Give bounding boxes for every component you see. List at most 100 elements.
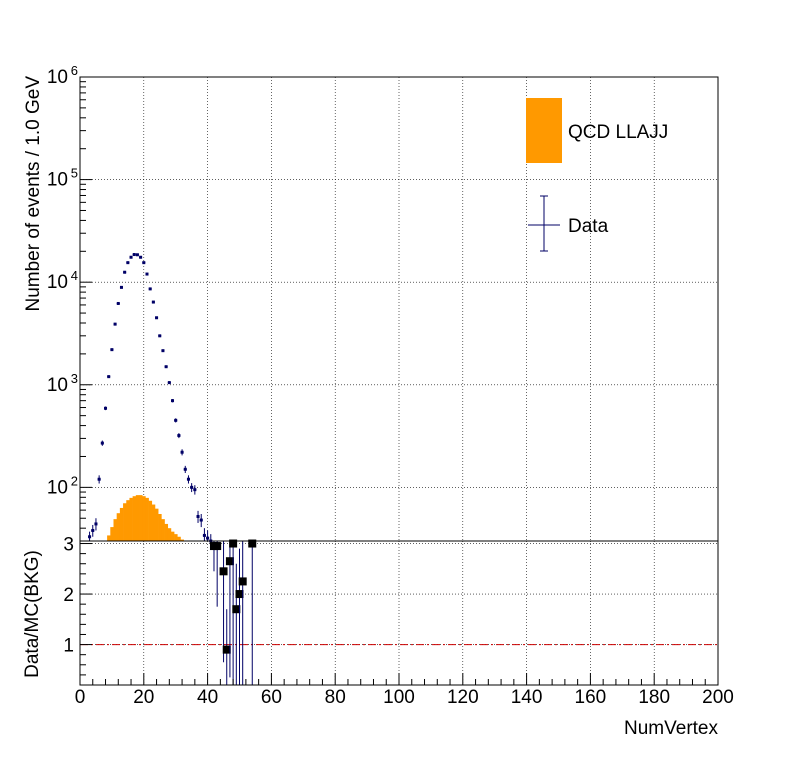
data-point [206,536,210,540]
ratio-data-points [209,539,257,685]
data-point [100,441,104,445]
ratio-point [235,590,244,599]
data-point [91,528,95,532]
histogram-bar [170,531,175,541]
data-point [110,348,114,352]
main-y-tick-exponent: 4 [71,268,78,283]
data-point [199,518,203,522]
histogram-bar [164,523,169,541]
ratio-x-tick-label: 80 [325,687,346,708]
data-point [126,261,130,265]
main-grid [80,77,718,541]
histogram-bar [167,528,172,541]
histogram-bar [139,495,143,541]
histogram-bar [161,519,165,541]
data-point [177,434,181,438]
data-point [139,255,143,259]
data-point [180,450,184,454]
ratio-y-tick-label: 2 [63,585,74,606]
ratio-point [238,577,247,586]
data-point [174,418,178,422]
ratio-point [225,557,234,566]
data-point [104,406,108,410]
data-point [116,301,120,305]
main-y-tick-exponent: 5 [71,166,78,181]
histogram-bar [158,513,162,541]
x-axis-label: NumVertex [624,718,718,739]
ratio-point [219,567,228,576]
histogram-bar [123,503,127,541]
data-point [202,533,206,537]
data-point [148,287,152,291]
histogram-bar [129,497,133,541]
data-point [129,255,133,259]
histogram-bar [154,508,159,541]
histogram-bar [177,536,181,541]
data-point [164,365,168,369]
ratio-x-tick-label: 60 [261,687,282,708]
main-y-tick-exponent: 6 [71,63,78,78]
histogram-bar [113,519,117,541]
data-point [113,322,117,326]
main-y-tick-label: 10 [47,170,68,191]
data-point [196,514,200,518]
histogram-bar [174,534,178,541]
legend-label-data: Data [568,216,609,237]
data-point [97,477,101,481]
histogram-bar [151,504,156,541]
main-y-axis-label: Number of events / 1.0 GeV [23,76,44,312]
data-point [151,300,155,304]
ratio-point [213,542,222,551]
data-point [167,381,171,385]
ratio-panel: 1 2 3 0 20 40 60 80 100 120 140 160 180 200 Data/MC(… [22,535,734,739]
data-point [183,467,187,471]
data-point [193,488,197,492]
ratio-y-tick-label: 1 [63,636,74,657]
histogram-bar [110,527,114,541]
data-point [158,334,162,338]
data-point [171,399,175,403]
histogram-bar [132,496,137,541]
legend: QCD LLAJJ Data [526,98,668,252]
ratio-x-tick-label: 0 [75,687,86,708]
ratio-point [232,605,241,614]
ratio-x-ticks: 0 20 40 60 80 100 120 140 160 180 200 [75,673,734,708]
ratio-x-tick-label: 40 [197,687,218,708]
histogram-bar [145,497,149,541]
main-y-tick-label: 10 [47,477,68,498]
data-point [88,535,92,539]
main-y-tick-label: 10 [47,272,68,293]
histogram-bar [180,539,184,541]
histogram-bar [126,500,130,541]
data-point [123,270,127,274]
histogram-bar [142,496,146,541]
ratio-grid [80,541,718,685]
main-histogram [107,495,184,541]
data-point [94,522,98,526]
legend-label-qcd: QCD LLAJJ [568,122,668,143]
data-point [142,261,146,265]
ratio-x-tick-label: 120 [447,687,479,708]
ratio-x-tick-label: 140 [511,687,543,708]
ratio-x-tick-label: 100 [383,687,415,708]
legend-swatch-qcd [526,98,562,163]
main-data-points [88,253,213,543]
histogram-bar [148,500,153,541]
data-point [135,253,139,257]
ratio-x-tick-label: 160 [575,687,607,708]
main-y-tick-exponent: 3 [71,371,78,386]
main-y-tick-label: 10 [47,375,68,396]
ratio-x-tick-label: 180 [638,687,670,708]
ratio-x-tick-label: 20 [133,687,154,708]
main-y-tick-exponent: 2 [71,473,78,488]
histogram-bar [135,495,140,541]
histogram-bar [119,507,124,541]
main-y-tick-label: 10 [47,67,68,88]
ratio-point [229,539,238,548]
ratio-y-axis-label: Data/MC(BKG) [22,550,43,678]
ratio-y-tick-label: 3 [63,535,74,556]
histogram-bar [107,535,111,541]
ratio-x-tick-label: 200 [702,687,734,708]
